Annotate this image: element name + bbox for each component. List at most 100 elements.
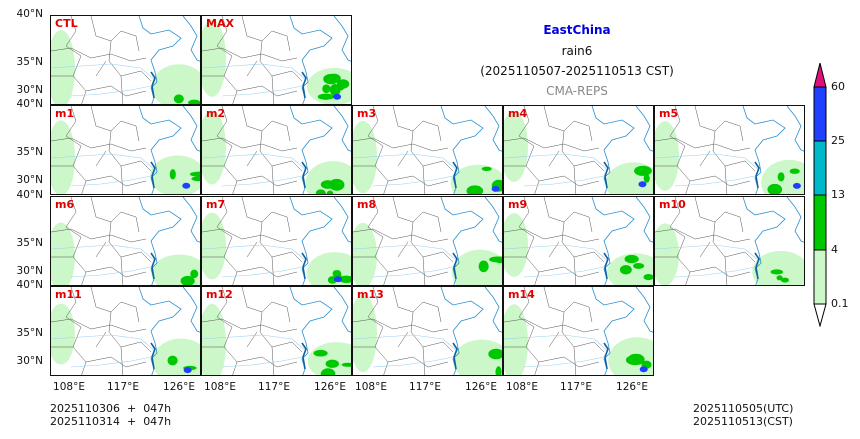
footer-init-cst: 2025110314 + 047h xyxy=(50,415,172,428)
rivers xyxy=(655,244,760,277)
rain-area xyxy=(643,174,650,184)
map-panel-ctl: CTL xyxy=(50,15,201,105)
x-tick-label: 108°E xyxy=(506,381,538,393)
rain-area xyxy=(789,168,800,175)
rain-area xyxy=(173,94,184,104)
rain-area xyxy=(643,273,653,280)
rivers xyxy=(655,153,760,187)
map xyxy=(504,106,653,195)
rain-area xyxy=(495,366,502,375)
panel-label: m9 xyxy=(508,197,528,211)
coastline xyxy=(289,16,351,104)
map-panel-m11: m11 xyxy=(50,285,201,376)
rain-area xyxy=(466,185,484,195)
x-tick-label: 108°E xyxy=(355,381,387,393)
coastline xyxy=(440,196,502,285)
coastline xyxy=(289,106,351,195)
rain-area xyxy=(202,303,226,375)
x-tick-label: 117°E xyxy=(409,381,441,393)
colorbar-bin-4-13 xyxy=(813,194,827,251)
y-tick-label: 40°N xyxy=(16,8,43,20)
y-tick-label: 30°N xyxy=(16,174,43,187)
panel-label: m7 xyxy=(206,197,226,211)
map-panel-m12: m12 xyxy=(201,285,352,376)
rain-area xyxy=(777,172,785,182)
map xyxy=(51,196,200,285)
rain-area xyxy=(191,176,200,182)
y-tick-label: 30°N xyxy=(16,84,43,96)
panel-label: m11 xyxy=(55,287,82,301)
y-tick-label: 40°N xyxy=(16,98,43,111)
colorbar-bin-0.1-4 xyxy=(813,249,827,305)
rivers xyxy=(51,153,156,187)
rain-area xyxy=(329,83,341,96)
rain-area xyxy=(451,249,502,285)
rain-area xyxy=(183,367,192,374)
map xyxy=(51,106,200,195)
title-model: CMA-REPS xyxy=(546,84,608,98)
coastline xyxy=(742,106,804,195)
colorbar-bin-25-60 xyxy=(813,86,827,142)
colorbar-label-60: 60 xyxy=(831,80,845,93)
coast-detail xyxy=(452,342,458,370)
map-panel-m5: m5 xyxy=(654,105,805,196)
map xyxy=(353,106,502,195)
panel-label: m2 xyxy=(206,107,226,121)
rain-area xyxy=(190,269,199,278)
rain-area xyxy=(169,169,176,180)
x-tick-label: 126°E xyxy=(465,381,497,393)
y-tick-label: 30°N xyxy=(16,354,43,367)
rain-area xyxy=(325,359,339,368)
map xyxy=(202,16,351,104)
map xyxy=(504,286,653,375)
colorbar-label-0.1: 0.1 xyxy=(831,297,849,310)
rivers xyxy=(202,63,307,97)
rivers xyxy=(353,334,458,368)
rain-area xyxy=(188,99,200,104)
rain-area xyxy=(655,222,679,285)
rivers xyxy=(51,63,156,97)
map-panel-m9: m9 xyxy=(503,195,654,286)
x-tick-label: 108°E xyxy=(53,381,85,393)
map xyxy=(504,196,653,285)
footer-init-utc: 2025110306 + 047h xyxy=(50,402,172,415)
rain-area xyxy=(189,171,200,178)
coast-detail xyxy=(150,252,156,279)
y-tick-label: 40°N xyxy=(16,188,43,201)
rivers xyxy=(504,244,609,277)
coastline xyxy=(440,286,502,375)
rivers xyxy=(202,244,307,277)
coast-detail xyxy=(301,252,307,279)
rain-area xyxy=(51,222,75,285)
rain-area xyxy=(481,167,492,172)
rain-area xyxy=(353,293,377,372)
rain-area xyxy=(152,338,200,375)
rain-area xyxy=(167,355,178,366)
title-period: (2025110507-2025110513 CST) xyxy=(480,64,674,78)
coast-detail xyxy=(301,342,307,370)
x-tick-label: 117°E xyxy=(258,381,290,393)
rain-area xyxy=(478,260,489,272)
y-tick-label: 35°N xyxy=(16,56,43,68)
rivers xyxy=(353,153,458,187)
coast-detail xyxy=(603,161,609,189)
coastline xyxy=(138,106,200,195)
colorbar-label-4: 4 xyxy=(831,243,838,256)
coast-detail xyxy=(603,342,609,370)
rain-area xyxy=(632,262,645,269)
panel-label: m10 xyxy=(659,197,686,211)
map xyxy=(353,286,502,375)
map xyxy=(655,106,804,195)
coast-detail xyxy=(754,161,760,189)
coast-detail xyxy=(452,161,458,189)
coastline xyxy=(138,286,200,375)
x-tick-label: 126°E xyxy=(163,381,195,393)
coastline xyxy=(591,286,653,375)
rain-area xyxy=(305,161,351,195)
rain-area xyxy=(792,183,801,190)
title-region: EastChina xyxy=(543,23,611,37)
panel-label: m1 xyxy=(55,107,75,121)
panel-label: m14 xyxy=(508,287,535,301)
coast-detail xyxy=(150,161,156,189)
y-tick-label: 40°N xyxy=(16,278,43,291)
